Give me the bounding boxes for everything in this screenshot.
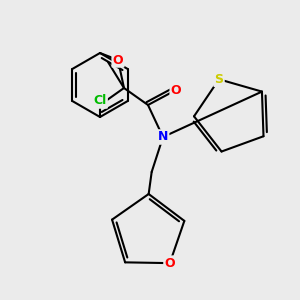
Text: O: O bbox=[171, 83, 181, 97]
Text: N: N bbox=[158, 130, 168, 143]
Text: Cl: Cl bbox=[93, 94, 106, 107]
Text: S: S bbox=[214, 73, 224, 86]
Text: O: O bbox=[113, 53, 123, 67]
Text: O: O bbox=[164, 256, 175, 270]
